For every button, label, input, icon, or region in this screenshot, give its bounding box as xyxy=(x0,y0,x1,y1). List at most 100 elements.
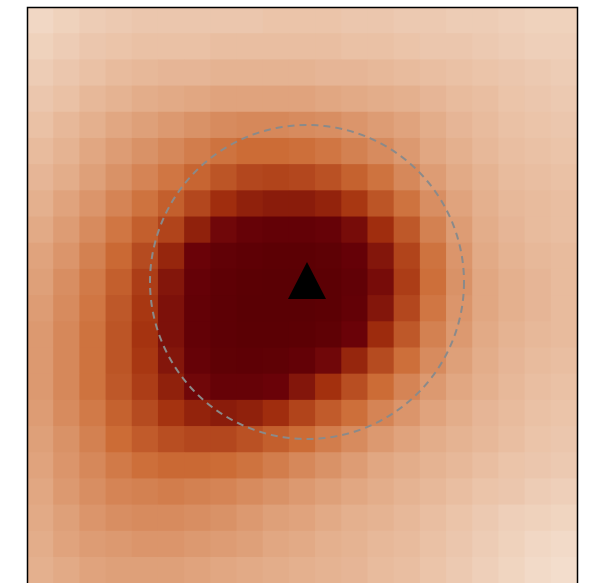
heatmap-cell xyxy=(498,112,525,139)
heatmap-cell xyxy=(341,426,368,453)
heatmap-cell xyxy=(498,86,525,113)
heatmap-cell xyxy=(237,59,264,86)
heatmap-cell xyxy=(367,531,394,558)
heatmap-cell xyxy=(341,452,368,479)
heatmap-cell xyxy=(132,112,159,139)
heatmap-cell xyxy=(210,217,237,244)
heatmap-cell xyxy=(53,321,80,348)
heatmap-cell xyxy=(158,426,185,453)
heatmap-cell xyxy=(184,478,211,505)
heatmap-cell xyxy=(498,505,525,532)
heatmap-cell xyxy=(420,321,447,348)
heatmap-cell xyxy=(158,531,185,558)
heatmap-cell xyxy=(551,531,578,558)
heatmap-cell xyxy=(132,531,159,558)
heatmap-cell xyxy=(367,269,394,296)
heatmap-cell xyxy=(184,295,211,322)
heatmap-cell xyxy=(420,164,447,191)
heatmap-cell xyxy=(446,86,473,113)
heatmap-cell xyxy=(237,426,264,453)
heatmap-cell xyxy=(525,505,552,532)
heatmap-cell xyxy=(79,269,106,296)
heatmap-cell xyxy=(551,86,578,113)
heatmap-cell xyxy=(525,86,552,113)
heatmap-cell xyxy=(263,59,290,86)
heatmap-cell xyxy=(289,452,316,479)
heatmap-cell xyxy=(106,269,133,296)
heatmap-cell xyxy=(289,557,316,583)
heatmap-cell xyxy=(210,86,237,113)
heatmap-cell xyxy=(106,321,133,348)
heatmap-cell xyxy=(263,426,290,453)
heatmap-cell xyxy=(446,112,473,139)
heatmap-cell xyxy=(184,7,211,34)
heatmap-cell xyxy=(27,86,54,113)
heatmap-cell xyxy=(525,531,552,558)
heatmap-cell xyxy=(210,269,237,296)
heatmap-cell xyxy=(446,557,473,583)
heatmap-cell xyxy=(472,59,499,86)
heatmap-cell xyxy=(367,59,394,86)
heatmap-cell xyxy=(367,347,394,374)
heatmap-cell xyxy=(184,59,211,86)
heatmap-cell xyxy=(315,7,342,34)
heatmap-cell xyxy=(79,374,106,401)
heatmap-cell xyxy=(79,7,106,34)
page: {"chart_data": {"type": "heatmap", "colo… xyxy=(0,0,597,583)
heatmap-cell xyxy=(158,86,185,113)
heatmap-cell xyxy=(289,33,316,60)
heatmap-cell xyxy=(210,557,237,583)
heatmap-cell xyxy=(315,164,342,191)
heatmap-cell xyxy=(158,295,185,322)
heatmap-cell xyxy=(210,400,237,427)
heatmap-cell xyxy=(158,243,185,270)
heatmap-cell xyxy=(132,400,159,427)
heatmap-cell xyxy=(551,138,578,165)
heatmap-cell xyxy=(27,452,54,479)
heatmap-cell xyxy=(106,59,133,86)
heatmap-cell xyxy=(551,269,578,296)
heatmap-cell xyxy=(472,321,499,348)
heatmap-cell xyxy=(367,426,394,453)
heatmap-cell xyxy=(106,190,133,217)
heatmap-cell xyxy=(27,217,54,244)
heatmap-cell xyxy=(158,7,185,34)
heatmap-cell xyxy=(525,557,552,583)
heatmap-cell xyxy=(498,347,525,374)
heatmap-cell xyxy=(551,400,578,427)
heatmap-cell xyxy=(525,321,552,348)
heatmap-cell xyxy=(184,347,211,374)
heatmap-cell xyxy=(498,190,525,217)
heatmap-cell xyxy=(551,426,578,453)
heatmap-cell xyxy=(341,112,368,139)
heatmap-cell xyxy=(106,452,133,479)
heatmap-cell xyxy=(263,7,290,34)
heatmap-cell xyxy=(289,295,316,322)
heatmap-cell xyxy=(341,86,368,113)
heatmap-cell xyxy=(446,374,473,401)
heatmap-cell xyxy=(210,112,237,139)
heatmap-cell xyxy=(420,112,447,139)
heatmap-cell xyxy=(79,531,106,558)
heatmap-cell xyxy=(367,7,394,34)
heatmap-cell xyxy=(472,190,499,217)
heatmap-cell xyxy=(420,505,447,532)
heatmap-cell xyxy=(237,217,264,244)
heatmap-cell xyxy=(498,138,525,165)
heatmap-cell xyxy=(472,400,499,427)
heatmap-cell xyxy=(472,112,499,139)
heatmap-cell xyxy=(106,7,133,34)
heatmap-cell xyxy=(498,321,525,348)
heatmap-cell xyxy=(53,59,80,86)
heatmap-cell xyxy=(498,426,525,453)
heatmap-cell xyxy=(106,478,133,505)
heatmap-cell xyxy=(263,321,290,348)
heatmap-cell xyxy=(237,347,264,374)
heatmap-cell xyxy=(27,269,54,296)
heatmap-cell xyxy=(472,86,499,113)
heatmap-cell xyxy=(263,217,290,244)
heatmap-cell xyxy=(315,295,342,322)
heatmap-cell xyxy=(551,557,578,583)
heatmap-cell xyxy=(79,112,106,139)
heatmap-cell xyxy=(289,7,316,34)
